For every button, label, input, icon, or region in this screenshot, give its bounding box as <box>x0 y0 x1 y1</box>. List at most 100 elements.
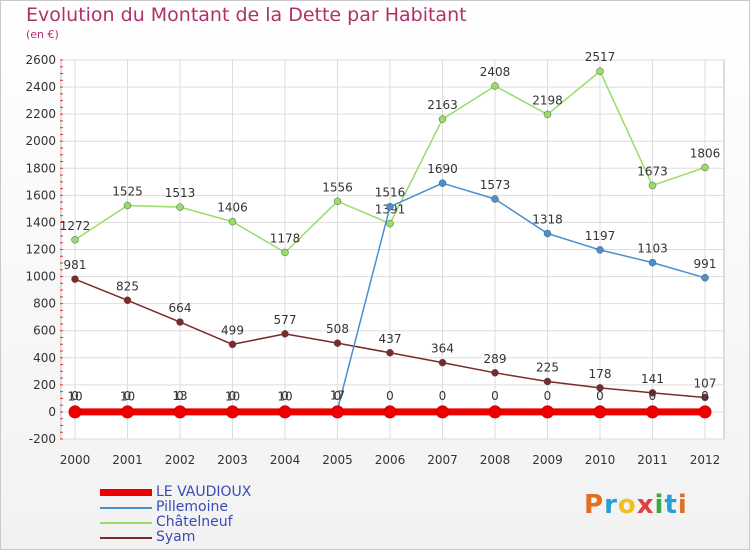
y-tick-label: 2600 <box>25 53 56 67</box>
legend-item: Pillemoine <box>100 500 251 515</box>
data-point <box>333 339 342 347</box>
data-point <box>701 274 709 282</box>
data-point <box>386 202 394 211</box>
data-label: 0 <box>649 389 657 403</box>
data-point <box>596 384 604 392</box>
data-point <box>701 393 709 402</box>
data-label: 437 <box>379 332 402 346</box>
data-label: 1690 <box>427 162 458 176</box>
data-label: 0 <box>281 389 289 403</box>
logo-letter: t <box>664 490 678 520</box>
data-point <box>543 229 552 238</box>
data-point <box>541 405 554 419</box>
data-point <box>543 377 552 386</box>
logo-letter: P <box>584 490 605 520</box>
data-point <box>121 405 134 419</box>
data-label: 107 <box>694 376 717 390</box>
data-point <box>278 405 292 419</box>
data-label: 1406 <box>217 201 248 215</box>
y-tick-label: 1200 <box>25 243 56 257</box>
logo-letter: o <box>617 490 637 520</box>
data-point <box>596 246 604 254</box>
data-point <box>438 358 447 367</box>
legend-item: LE VAUDIOUX <box>100 485 251 500</box>
data-label: 10 <box>277 390 292 404</box>
data-point <box>386 219 394 228</box>
data-label: 577 <box>274 313 297 327</box>
data-label: 1556 <box>322 180 353 194</box>
legend-label: Syam <box>156 529 196 545</box>
data-point <box>648 389 657 397</box>
data-label: 1806 <box>690 146 721 160</box>
data-label: 1513 <box>165 186 196 200</box>
x-tick-label: 2009 <box>532 453 563 467</box>
legend-item: Syam <box>100 530 251 545</box>
y-tick-label: 2200 <box>25 107 56 121</box>
x-tick-label: 2010 <box>585 453 616 467</box>
data-point <box>228 217 237 226</box>
data-label: 499 <box>221 323 244 337</box>
data-point <box>281 248 289 257</box>
logo-letter: i <box>677 490 688 520</box>
x-tick-label: 2012 <box>690 453 721 467</box>
data-point <box>176 203 184 211</box>
data-point <box>123 201 132 210</box>
proxiti-logo: Proxiti <box>584 490 688 520</box>
data-label: 0 <box>124 389 132 403</box>
data-label: 2198 <box>532 93 563 107</box>
data-label: 225 <box>536 360 559 374</box>
data-label: 0 <box>176 389 184 403</box>
y-tick-label: 600 <box>33 324 56 338</box>
data-point <box>648 181 657 190</box>
x-tick-label: 2000 <box>60 453 91 467</box>
x-tick-label: 2001 <box>112 453 143 467</box>
data-point <box>698 405 712 419</box>
data-point <box>436 405 449 419</box>
data-label: 981 <box>64 258 87 272</box>
logo-letter: x <box>636 490 655 520</box>
data-label: 0 <box>701 389 709 403</box>
data-point <box>226 405 239 419</box>
data-label: 178 <box>589 367 612 381</box>
data-label: 1272 <box>60 219 91 233</box>
legend-swatch <box>100 521 152 524</box>
data-point <box>123 296 132 305</box>
data-point <box>438 179 447 187</box>
data-point <box>438 115 447 123</box>
y-tick-label: 2400 <box>25 80 56 94</box>
data-label: 2517 <box>585 50 616 64</box>
y-tick-label: 1800 <box>25 161 56 175</box>
data-label: 13 <box>172 389 187 403</box>
data-label: 991 <box>694 257 717 271</box>
data-point <box>491 82 499 90</box>
data-point <box>491 195 499 203</box>
data-label: 2408 <box>480 65 511 79</box>
data-point <box>176 318 184 326</box>
legend-swatch <box>100 536 152 539</box>
data-label: 10 <box>120 390 135 404</box>
data-point <box>596 67 604 75</box>
chart-legend: LE VAUDIOUX Pillemoine Châtelneuf Syam <box>100 485 251 545</box>
x-tick-label: 2003 <box>217 453 248 467</box>
chart-unit: (en €) <box>26 28 59 41</box>
data-label: 0 <box>544 389 552 403</box>
data-label: 0 <box>71 389 79 403</box>
data-label: 1573 <box>480 178 511 192</box>
data-point <box>543 110 552 119</box>
data-point <box>281 330 289 338</box>
data-label: 1197 <box>585 229 616 243</box>
y-tick-label: 0 <box>48 405 56 419</box>
x-tick-label: 2005 <box>322 453 353 467</box>
x-tick-label: 2004 <box>270 453 301 467</box>
data-point <box>331 405 344 419</box>
data-point <box>71 275 79 283</box>
legend-swatch <box>100 506 152 509</box>
data-label: 17 <box>330 389 345 403</box>
data-point <box>71 236 79 244</box>
data-label: 10 <box>67 390 82 404</box>
legend-swatch <box>100 489 152 496</box>
x-tick-label: 2008 <box>480 453 511 467</box>
y-tick-label: 200 <box>33 378 56 392</box>
y-tick-label: -200 <box>29 432 56 446</box>
